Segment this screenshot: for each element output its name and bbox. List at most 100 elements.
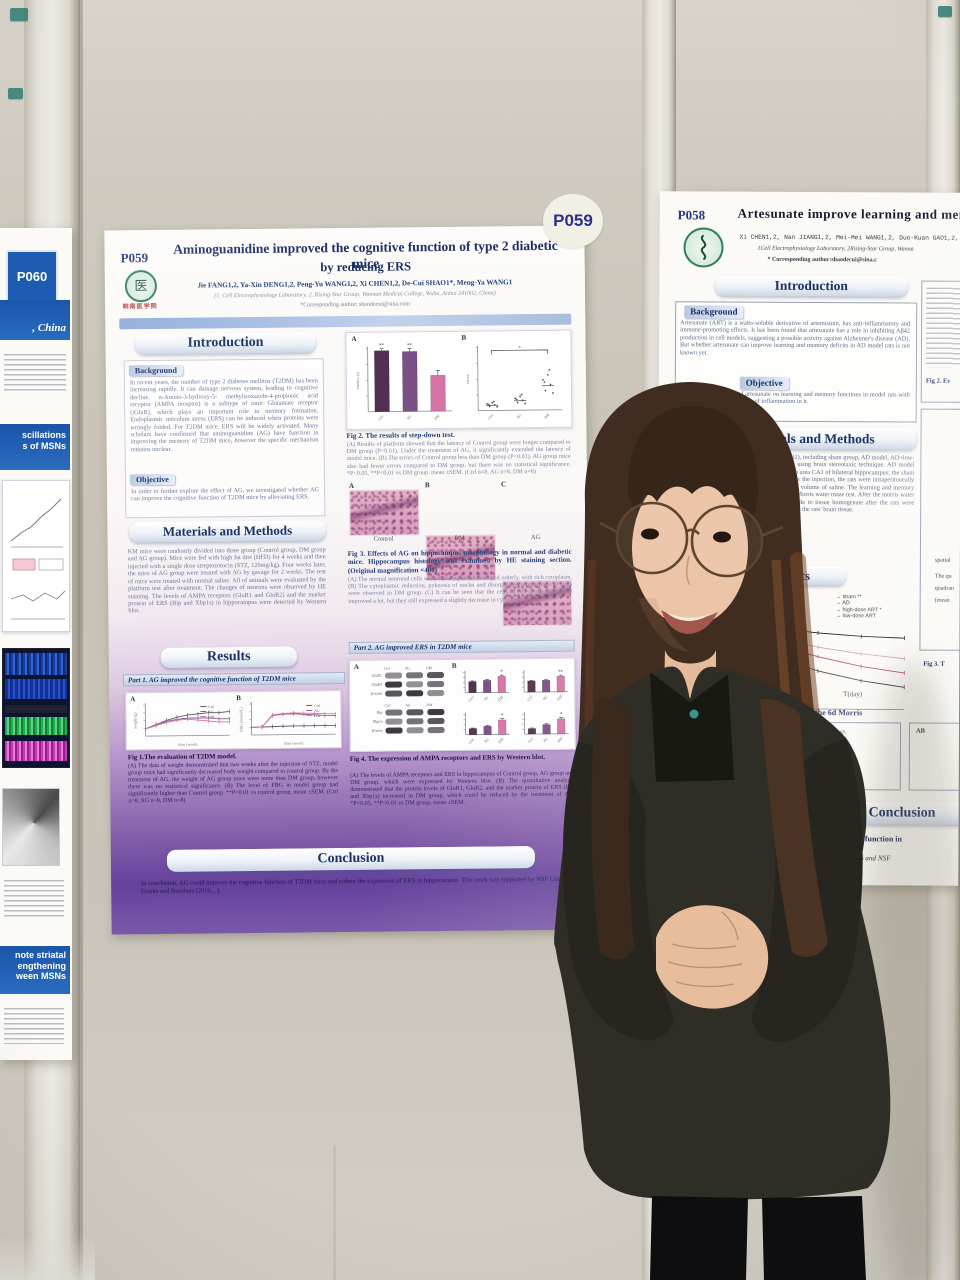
person-hands xyxy=(656,905,769,1009)
person-eye-right xyxy=(713,531,731,543)
svg-text:AG: AG xyxy=(483,737,490,744)
svg-text:DM: DM xyxy=(556,736,564,744)
person-hand-fingers xyxy=(667,911,743,988)
p059-part2-panel: A Ctrl AG DM GluR1 GluR2 β-actin Ctrl AG DM Bip Xb… xyxy=(348,657,576,752)
person-leg-right xyxy=(762,1196,866,1280)
person-coat-shirt xyxy=(650,672,734,782)
svg-text:DM: DM xyxy=(496,695,504,703)
p060-text-lines-2 xyxy=(4,880,64,920)
floor-corner xyxy=(0,1235,95,1280)
fig2a-latency-bar-chart: latency (s) ** Ctrl ** AG DM xyxy=(355,344,453,422)
p060-header-oscillations: scillations s of MSNs xyxy=(0,424,70,470)
svg-text:Ctrl: Ctrl xyxy=(527,737,534,744)
svg-text:AG: AG xyxy=(314,709,320,713)
svg-text:Ctrl: Ctrl xyxy=(208,705,214,709)
svg-text:AG: AG xyxy=(515,413,522,420)
person-hair-front-left xyxy=(591,698,634,960)
svg-text:DM: DM xyxy=(543,412,551,420)
svg-text:DM: DM xyxy=(433,413,441,421)
p060-text-lines-3 xyxy=(4,1008,64,1044)
p060-surface-plot xyxy=(2,788,60,866)
p059-corner-sticker: P059 xyxy=(543,194,603,248)
p059-part1-panel: A weight (g) time (week) Ctrl AG DM B FBG (m… xyxy=(125,690,342,751)
person-leg-left xyxy=(650,1196,748,1280)
p060-str-line1: note striatal xyxy=(14,950,66,960)
glur1-bar-chart: Ctrl AG * DM xyxy=(462,670,510,703)
glasses-temple-right xyxy=(760,525,784,538)
p060-osc-line2: s of MSNs xyxy=(22,440,66,451)
p059-fig2-panel: A latency (s) ** Ctrl ** AG DM B errors Ctrl AG… xyxy=(345,329,573,431)
person-eye-left xyxy=(641,528,659,540)
person-teeth xyxy=(666,612,712,621)
svg-text:DM: DM xyxy=(314,714,321,718)
p060-spect-dark xyxy=(5,705,67,713)
person-necklace xyxy=(689,709,699,719)
wall-clip-top-left-2 xyxy=(8,88,23,99)
p060-spect-magenta xyxy=(5,741,67,761)
person-mouth xyxy=(661,610,718,634)
fig2b-errors-scatter-chart: errors Ctrl AG DM * xyxy=(465,345,563,421)
svg-text:latency (s): latency (s) xyxy=(355,371,360,388)
p058-college-logo xyxy=(683,227,724,268)
svg-text:DM: DM xyxy=(497,737,505,745)
p060-spect-blue-1 xyxy=(5,653,67,675)
svg-text:DM: DM xyxy=(208,715,215,719)
person-hair-front-right xyxy=(760,698,828,957)
svg-text:errors: errors xyxy=(465,374,470,384)
glur2-bar-chart: Ctrl AG ** DM xyxy=(521,670,569,702)
svg-text:AG: AG xyxy=(541,695,548,702)
p060-spect-blue-2 xyxy=(5,679,67,699)
glasses-temple-left xyxy=(599,521,618,534)
svg-text:*: * xyxy=(560,712,563,717)
svg-text:Ctrl: Ctrl xyxy=(377,415,384,422)
p060-china-fragment: , China xyxy=(0,300,70,340)
poster-p059: P059 医 皖南医学院 Aminoguanidine improved the… xyxy=(104,225,592,935)
svg-text:Ctrl: Ctrl xyxy=(487,413,494,420)
p058-logo-glyph xyxy=(700,234,707,261)
svg-text:weight (g): weight (g) xyxy=(132,712,137,729)
wall-seam-left xyxy=(80,0,83,1280)
person-face xyxy=(632,470,748,626)
svg-text:*: * xyxy=(518,346,521,351)
xbp1s-bar-chart: Ctrl AG * DM xyxy=(522,712,569,744)
svg-text:Ctrl: Ctrl xyxy=(468,696,475,703)
svg-text:time (week): time (week) xyxy=(178,742,198,747)
p060-figure-panel-1 xyxy=(2,480,70,632)
svg-text:AG: AG xyxy=(405,414,412,421)
p060-spect-green xyxy=(5,717,67,735)
svg-text:AG: AG xyxy=(208,710,214,714)
person-nose xyxy=(685,555,691,586)
svg-text:Ctrl: Ctrl xyxy=(468,738,475,745)
p060-osc-line1: scillations xyxy=(21,430,66,440)
p060-mini-plots xyxy=(10,498,66,620)
p060-text-lines-1 xyxy=(4,354,66,394)
wall-clip-top-right xyxy=(938,6,952,17)
p060-str-line3: ween MSNs xyxy=(15,971,66,982)
p060-header-striatal: note striatal engthening ween MSNs xyxy=(0,946,70,994)
wall-seam-bottom xyxy=(333,1145,336,1280)
svg-text:DM: DM xyxy=(555,694,563,702)
svg-text:*: * xyxy=(501,714,504,719)
svg-text:Ctrl: Ctrl xyxy=(314,704,320,708)
svg-text:**: ** xyxy=(558,670,564,675)
p060-str-line2: engthening xyxy=(17,960,67,971)
svg-text:time (week): time (week) xyxy=(284,740,304,745)
svg-text:**: ** xyxy=(379,344,385,349)
svg-text:**: ** xyxy=(407,344,413,349)
svg-text:FBG (mmol/L): FBG (mmol/L) xyxy=(238,707,243,732)
glasses-bridge xyxy=(685,528,700,535)
p060-spectrogram-panel xyxy=(2,648,70,768)
person-bangs xyxy=(628,406,759,524)
svg-text:AG: AG xyxy=(482,695,489,702)
person-face-shade xyxy=(638,598,690,652)
person-wall-shadow xyxy=(862,660,960,1280)
wall-clip-top-left-1 xyxy=(10,8,28,21)
svg-text:AG: AG xyxy=(542,737,549,744)
svg-text:Ctrl: Ctrl xyxy=(527,695,534,702)
bip-bar-chart: Ctrl AG * DM xyxy=(463,712,510,745)
poster-p060: P060 , China scillations s of MSNs note … xyxy=(0,228,72,1060)
p060-badge: P060 xyxy=(6,250,58,304)
